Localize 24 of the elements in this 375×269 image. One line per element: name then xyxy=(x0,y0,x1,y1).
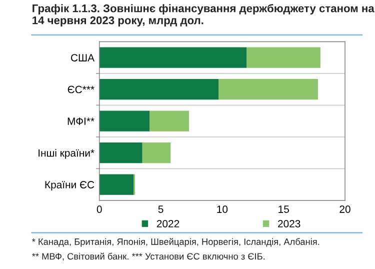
text: ** МВФ, Світовий банк. *** Установи ЄС включно з ЄІБ. xyxy=(32,252,265,261)
bar xyxy=(99,78,219,100)
y-tick-label: Країни ЄС xyxy=(45,181,94,190)
text: * Канада, Британія, Японія, Швейцарія, Норвегія, Ісландія, Албанія. xyxy=(32,238,320,247)
x-tick-label: 15 xyxy=(278,206,289,213)
bar xyxy=(99,47,247,68)
bar xyxy=(99,174,134,195)
x-tick-label: 5 xyxy=(158,206,164,213)
y-tick-label: США xyxy=(71,54,94,62)
legend-label: 2022 xyxy=(156,220,180,228)
x-tick-label: 20 xyxy=(340,206,350,213)
bar xyxy=(150,110,190,132)
bar xyxy=(99,142,142,164)
bar xyxy=(246,47,320,68)
chart-title: Графік 1.1.3. Зовнішнє фінансування держбюджету станом на 14 червня 2023 року, млрд дол. xyxy=(32,4,374,26)
x-tick-label: 10 xyxy=(217,206,228,213)
bar xyxy=(218,78,318,100)
bar xyxy=(142,142,171,164)
bar xyxy=(99,110,150,132)
y-tick-label: ЄС*** xyxy=(68,86,94,94)
x-tick-label: 0 xyxy=(96,206,102,213)
y-tick-label: Інші країни* xyxy=(38,149,94,159)
y-tick-label: МФІ** xyxy=(68,118,94,125)
legend-label: 2023 xyxy=(278,220,300,228)
